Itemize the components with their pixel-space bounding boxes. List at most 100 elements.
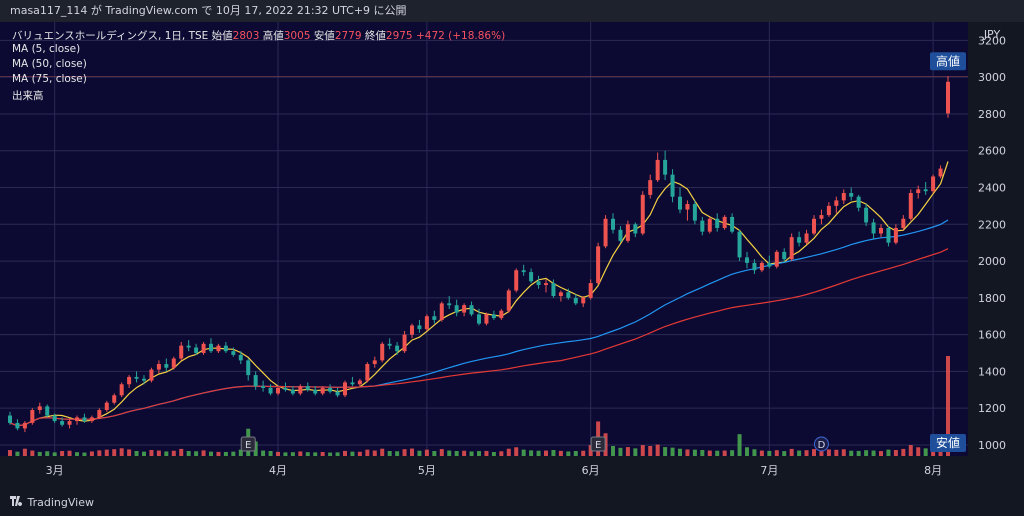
- candle-body: [752, 262, 757, 271]
- volume-bar: [238, 449, 243, 456]
- candle-body: [655, 159, 660, 181]
- volume-bar: [551, 450, 556, 456]
- legend-change: +472 (+18.86%): [415, 30, 506, 42]
- candle-body: [186, 345, 191, 348]
- volume-bar: [276, 451, 280, 456]
- price-tick-label: 3200: [978, 34, 1006, 47]
- candle-body: [648, 180, 653, 195]
- candle-body: [305, 386, 310, 390]
- candle-body: [834, 200, 839, 206]
- candle-body: [238, 354, 243, 361]
- candle-body: [357, 380, 362, 385]
- price-tick-label: 2200: [978, 218, 1006, 231]
- volume-bar: [417, 450, 422, 456]
- price-tick-label: 1600: [978, 329, 1006, 342]
- legend-ma50[interactable]: MA (50, close): [12, 58, 87, 70]
- volume-bar: [186, 451, 191, 456]
- legend-open-value: 2803: [232, 30, 260, 42]
- candle-body: [931, 176, 936, 192]
- price-tick-label: 1400: [978, 365, 1006, 378]
- volume-bar: [573, 451, 578, 456]
- event-marker-label: E: [245, 440, 251, 451]
- tradingview-logo-icon[interactable]: [10, 490, 24, 516]
- candle-body: [447, 303, 452, 306]
- candle-body: [916, 189, 921, 194]
- price-tick-label: 1800: [978, 292, 1006, 305]
- legend-ma5[interactable]: MA (5, close): [12, 43, 81, 55]
- legend-low-value: 2779: [334, 30, 362, 42]
- candle-body: [462, 305, 467, 313]
- volume-bar: [179, 448, 184, 456]
- volume-bar: [402, 449, 407, 456]
- candle-body: [588, 283, 593, 298]
- candle-body: [730, 216, 735, 232]
- volume-bar: [558, 450, 563, 456]
- candle-body: [223, 345, 228, 352]
- volume-bar: [879, 451, 883, 456]
- candle-body: [819, 215, 824, 219]
- volume-bar: [737, 434, 742, 456]
- volume-bar: [462, 450, 467, 456]
- time-tick-label: 7月: [760, 464, 778, 477]
- volume-bar: [439, 449, 444, 456]
- volume-bar: [536, 450, 541, 456]
- volume-bar: [67, 450, 72, 456]
- volume-bar: [730, 450, 735, 456]
- candle-body: [841, 193, 846, 201]
- candle-body: [283, 387, 288, 390]
- volume-bar: [946, 356, 950, 456]
- candle-body: [670, 174, 675, 197]
- price-axis[interactable]: 1000 1200 1400 1600 1800 2000 2200 2400 2600 2800…: [978, 34, 1006, 452]
- volume-bar: [365, 449, 370, 456]
- time-axis[interactable]: 3月4月5月6月7月8月9月10月: [46, 464, 1024, 477]
- time-tick-label: 5月: [418, 464, 436, 477]
- volume-bar: [707, 450, 712, 456]
- volume-bar: [60, 451, 65, 456]
- volume-bar: [119, 448, 124, 456]
- volume-bar: [812, 449, 816, 456]
- volume-bar: [655, 444, 660, 456]
- candle-body: [506, 290, 511, 311]
- candle-body: [856, 196, 861, 208]
- volume-bar: [380, 448, 385, 456]
- low-marker-label: 安値: [936, 435, 960, 450]
- time-tick-label: 6月: [582, 464, 600, 477]
- legend-symbol: バリュエンスホールディングス, 1日, TSE: [12, 30, 209, 42]
- candle-body: [67, 421, 72, 425]
- volume-bar: [506, 448, 511, 456]
- volume-bar: [104, 449, 109, 456]
- candle-body: [8, 415, 12, 423]
- candle-body: [864, 207, 869, 223]
- candle-body: [573, 297, 578, 304]
- volume-bar: [142, 451, 146, 456]
- legend-ma75[interactable]: MA (75, close): [12, 73, 87, 85]
- time-tick-label: 3月: [46, 464, 64, 477]
- candle-body: [231, 351, 236, 355]
- volume-bar: [648, 446, 653, 456]
- volume-bar: [149, 450, 154, 456]
- volume-bar: [201, 450, 206, 456]
- volume-bar: [424, 449, 429, 456]
- price-tick-label: 3000: [978, 71, 1006, 84]
- tradingview-brand[interactable]: TradingView: [27, 496, 94, 509]
- candle-body: [432, 316, 437, 320]
- volume-bar: [30, 450, 35, 456]
- candle-body: [142, 378, 146, 381]
- candle-body: [536, 281, 541, 285]
- high-marker-box: [930, 52, 966, 71]
- candle-body: [134, 376, 139, 379]
- candle-body: [678, 196, 682, 210]
- legend-volume[interactable]: 出来高: [12, 90, 44, 102]
- candle-body: [424, 316, 429, 330]
- volume-bar: [692, 449, 697, 456]
- candle-body: [454, 305, 459, 313]
- volume-bar: [625, 447, 630, 456]
- volume-bar: [305, 452, 310, 456]
- volume-bar: [395, 451, 400, 456]
- volume-bar: [209, 451, 213, 456]
- candle-body: [901, 218, 906, 228]
- volume-bar: [782, 451, 787, 456]
- volume-bar: [387, 451, 392, 456]
